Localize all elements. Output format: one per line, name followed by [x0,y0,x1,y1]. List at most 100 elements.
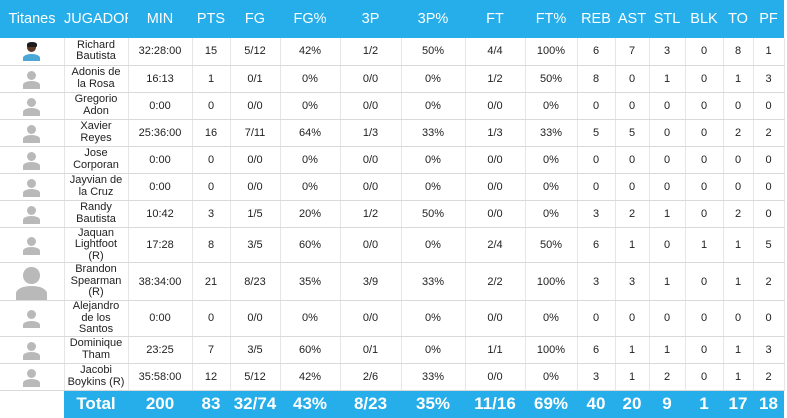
stat-min: 10:42 [128,200,193,228]
stat-fg-pct: 0% [280,92,341,120]
player-name[interactable]: Richard Bautista [64,38,129,66]
stat-min: 16:13 [128,65,193,93]
stat-ft-pct: 0% [525,300,578,337]
stat-blk: 0 [685,38,724,66]
stat-stl: 0 [649,173,686,201]
player-row[interactable]: Jacobi Boykins (R) 35:58:00 12 5/12 42% 2/6 33… [0,363,785,391]
stat-fg: 1/5 [230,200,281,228]
stat-to: 1 [723,227,754,263]
blk-column-header[interactable]: BLK [685,0,723,38]
stat-fg-pct: 0% [280,300,341,337]
3p-column-header[interactable]: 3P [340,0,401,38]
player-name[interactable]: Gregorio Adon [64,92,129,120]
stat-pts: 16 [192,119,231,147]
stat-reb: 0 [577,300,616,337]
stat-pf: 0 [753,173,785,201]
stat-to: 0 [723,146,754,174]
stat-pts: 8 [192,227,231,263]
player-name[interactable]: Adonis de la Rosa [64,65,129,93]
avatar-placeholder-icon [22,308,42,329]
player-name[interactable]: Randy Bautista [64,200,129,228]
totals-stl: 9 [649,390,685,418]
reb-column-header[interactable]: REB [577,0,615,38]
stat-pts: 0 [192,300,231,337]
ft-pct-column-header[interactable]: FT% [525,0,577,38]
avatar-placeholder-icon [22,204,42,224]
stat-ft-pct: 0% [525,363,578,391]
3p-pct-column-header[interactable]: 3P% [401,0,465,38]
stat-pf: 2 [753,262,785,301]
avatar-placeholder-icon [22,96,42,116]
player-name[interactable]: Alejandro de los Santos [64,300,129,337]
player-name[interactable]: Xavier Reyes [64,119,129,147]
player-row[interactable]: Jose Corporan 0:00 0 0/0 0% 0/0 0% 0/0 0% 0 0 0 0 0 0 [0,146,785,174]
stat-reb: 6 [577,227,616,263]
stat-ft: 0/0 [465,363,526,391]
fg-pct-column-header[interactable]: FG% [280,0,340,38]
player-photo-cell [0,227,65,263]
stat-ast: 3 [615,262,650,301]
stat-stl: 0 [649,92,686,120]
totals-reb: 40 [577,390,615,418]
stat-blk: 0 [685,146,724,174]
player-name[interactable]: Brandon Spearman (R) [64,262,129,301]
player-name[interactable]: Dominique Tham [64,336,129,364]
stat-to: 2 [723,200,754,228]
stat-pf: 3 [753,336,785,364]
player-row[interactable]: Adonis de la Rosa 16:13 1 0/1 0% 0/0 0% 1/2 50% 8… [0,65,785,93]
stat-fg: 3/5 [230,336,281,364]
player-row[interactable]: Jaquan Lightfoot (R) 17:28 8 3/5 60% 0/0 0% 2/4… [0,227,785,263]
player-column-header[interactable]: JUGADOR [64,0,128,38]
totals-blk: 1 [685,390,723,418]
player-name[interactable]: Jayvian de la Cruz [64,173,129,201]
stat-3p-pct: 0% [401,300,466,337]
player-row[interactable]: Dominique Tham 23:25 7 3/5 60% 0/1 0% 1/1 100% 6 1… [0,336,785,364]
stat-3p-pct: 33% [401,363,466,391]
stat-min: 0:00 [128,146,193,174]
stat-3p: 3/9 [340,262,402,301]
stat-stl: 1 [649,65,686,93]
team-header: Titanes [0,0,64,38]
player-row[interactable]: Gregorio Adon 0:00 0 0/0 0% 0/0 0% 0/0 0% 0 0 0 0 0 0 [0,92,785,120]
player-name[interactable]: Jaquan Lightfoot (R) [64,227,129,263]
stat-blk: 0 [685,363,724,391]
stat-pf: 0 [753,300,785,337]
ft-column-header[interactable]: FT [465,0,525,38]
fg-column-header[interactable]: FG [230,0,280,38]
player-photo-cell [0,300,65,337]
to-column-header[interactable]: TO [723,0,753,38]
player-row[interactable]: Randy Bautista 10:42 3 1/5 20% 1/2 50% 0/0 0% 3 2 1… [0,200,785,228]
stat-pts: 3 [192,200,231,228]
stat-min: 38:34:00 [128,262,193,301]
player-row[interactable]: Jayvian de la Cruz 0:00 0 0/0 0% 0/0 0% 0/0 0% 0 0… [0,173,785,201]
stat-fg: 7/11 [230,119,281,147]
stat-fg: 8/23 [230,262,281,301]
player-row[interactable]: Xavier Reyes 25:36:00 16 7/11 64% 1/3 33% 1/3 33… [0,119,785,147]
stat-min: 35:58:00 [128,363,193,391]
stat-fg-pct: 0% [280,173,341,201]
stat-ft-pct: 100% [525,262,578,301]
stat-stl: 0 [649,227,686,263]
stat-ft: 4/4 [465,38,526,66]
stat-stl: 0 [649,300,686,337]
stat-ft: 0/0 [465,300,526,337]
avatar-placeholder-icon [22,69,42,89]
player-name[interactable]: Jose Corporan [64,146,129,174]
player-name[interactable]: Jacobi Boykins (R) [64,363,129,391]
pts-column-header[interactable]: PTS [192,0,230,38]
stat-to: 0 [723,300,754,337]
min-column-header[interactable]: MIN [128,0,192,38]
totals-ft-pct: 69% [525,390,577,418]
player-row[interactable]: Richard Bautista 32:28:00 15 5/12 42% 1/2 50% 4… [0,38,785,66]
stat-blk: 0 [685,173,724,201]
stat-fg-pct: 0% [280,65,341,93]
player-row[interactable]: Alejandro de los Santos 0:00 0 0/0 0% 0/0 0% 0/… [0,300,785,337]
stat-pf: 0 [753,146,785,174]
ast-column-header[interactable]: AST [615,0,649,38]
player-row[interactable]: Brandon Spearman (R) 38:34:00 21 8/23 35% 3/9… [0,262,785,301]
stat-to: 1 [723,262,754,301]
pf-column-header[interactable]: PF [753,0,784,38]
stat-stl: 0 [649,146,686,174]
stl-column-header[interactable]: STL [649,0,685,38]
